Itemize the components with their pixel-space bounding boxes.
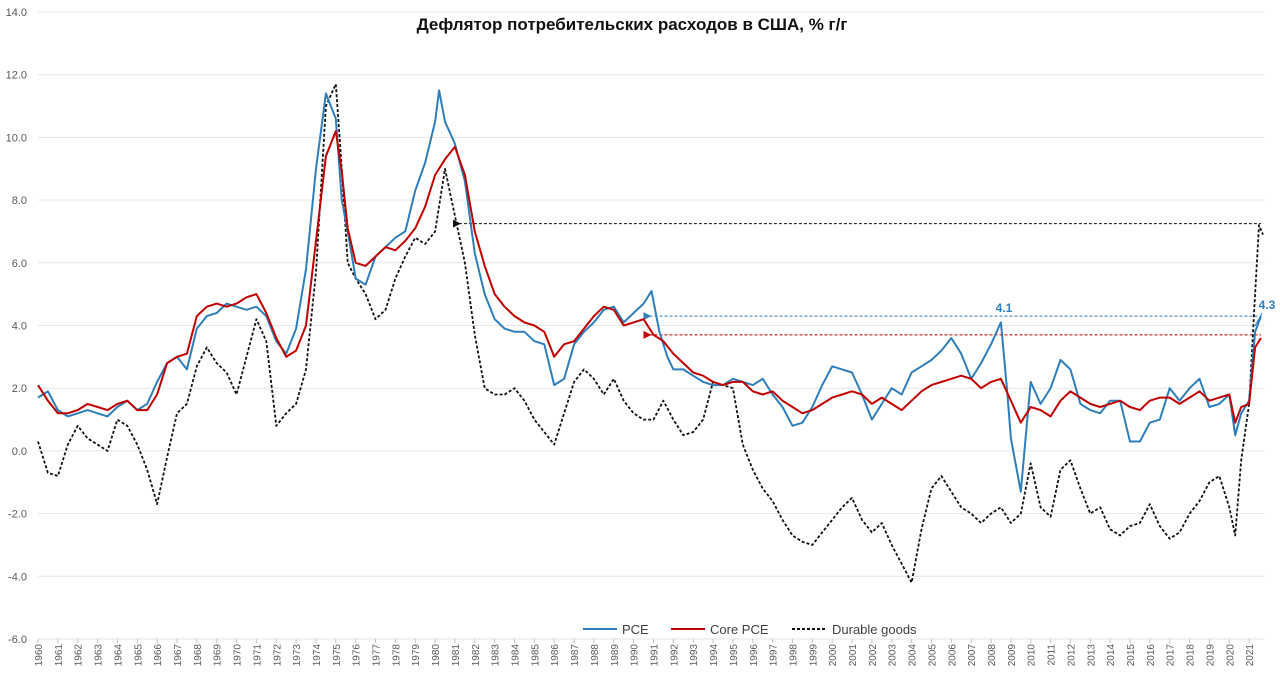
x-tick-label-39: 1999 xyxy=(808,644,819,667)
x-tick-label-17: 1977 xyxy=(372,644,383,667)
y-tick-label-6: 2.0 xyxy=(12,383,27,395)
x-tick-label-22: 1982 xyxy=(471,644,482,667)
x-tick-label-15: 1975 xyxy=(332,644,343,667)
y-tick-label-0: 14.0 xyxy=(6,7,27,19)
x-tick-label-26: 1986 xyxy=(550,644,561,667)
legend-label-core-pce: Core PCE xyxy=(710,622,769,637)
y-tick-label-7: 0.0 xyxy=(12,446,27,458)
x-tick-label-40: 2000 xyxy=(828,644,839,667)
y-tick-label-2: 10.0 xyxy=(6,132,27,144)
x-tick-label-21: 1981 xyxy=(451,644,462,667)
x-tick-label-31: 1991 xyxy=(649,644,660,667)
x-tick-label-41: 2001 xyxy=(848,644,859,667)
x-tick-label-57: 2017 xyxy=(1166,644,1177,667)
x-tick-label-45: 2005 xyxy=(927,644,938,667)
x-tick-label-11: 1971 xyxy=(252,644,263,667)
grid xyxy=(38,11,1265,640)
x-tick-label-42: 2002 xyxy=(868,644,879,667)
x-tick-label-58: 2018 xyxy=(1186,644,1197,667)
x-tick-label-43: 2003 xyxy=(888,644,899,667)
x-tick-label-51: 2011 xyxy=(1047,644,1058,666)
y-tick-label-9: -4.0 xyxy=(8,571,27,583)
chart-title: Дефлятор потребительских расходов в США,… xyxy=(417,15,848,34)
x-tick-label-4: 1964 xyxy=(113,644,124,667)
y-tick-label-5: 4.0 xyxy=(12,321,27,333)
x-tick-label-20: 1980 xyxy=(431,644,442,667)
x-tick-label-46: 2006 xyxy=(947,644,958,667)
x-tick-label-34: 1994 xyxy=(709,644,720,667)
x-tick-label-48: 2008 xyxy=(987,644,998,667)
x-axis-ticks: 1960 1961 1962 1963 1964 1965 1966 1967 1968 1969… xyxy=(34,639,1256,666)
x-tick-label-19: 1979 xyxy=(411,644,422,667)
x-tick-label-52: 2012 xyxy=(1066,644,1077,667)
x-tick-label-3: 1963 xyxy=(94,644,105,667)
x-tick-label-2: 1962 xyxy=(74,644,85,667)
reference-lines xyxy=(452,219,1262,339)
x-tick-label-33: 1993 xyxy=(689,644,700,667)
y-axis-ticks: 14.0 12.0 10.0 8.0 6.0 4.0 2.0 0.0 -2.0 -4.0 -6.0 xyxy=(6,7,27,646)
legend: PCE Core PCE Durable goods xyxy=(583,622,917,637)
series-line-durable-goods xyxy=(37,83,1264,584)
x-tick-label-7: 1967 xyxy=(173,644,184,667)
x-tick-label-60: 2020 xyxy=(1225,644,1236,667)
x-tick-label-49: 2009 xyxy=(1007,644,1018,667)
x-tick-label-25: 1985 xyxy=(530,644,541,667)
y-tick-label-3: 8.0 xyxy=(12,195,27,207)
x-tick-label-47: 2007 xyxy=(967,644,978,667)
x-tick-label-13: 1973 xyxy=(292,644,303,667)
x-tick-label-0: 1960 xyxy=(34,644,45,667)
x-tick-label-36: 1996 xyxy=(749,644,760,667)
x-tick-label-16: 1976 xyxy=(352,644,363,667)
x-tick-label-37: 1997 xyxy=(769,644,780,667)
x-tick-label-29: 1989 xyxy=(610,644,621,667)
x-tick-label-44: 2004 xyxy=(908,644,919,667)
y-tick-label-4: 6.0 xyxy=(12,258,27,270)
x-tick-label-32: 1992 xyxy=(669,644,680,667)
x-tick-label-12: 1972 xyxy=(272,644,283,667)
x-tick-label-30: 1990 xyxy=(630,644,641,667)
annotation-pce-peak: 4.1 xyxy=(996,301,1013,315)
y-tick-label-8: -2.0 xyxy=(8,509,27,521)
x-tick-label-56: 2016 xyxy=(1146,644,1157,667)
y-tick-label-1: 12.0 xyxy=(6,70,27,82)
x-tick-label-54: 2014 xyxy=(1106,644,1117,667)
x-tick-label-5: 1965 xyxy=(133,644,144,667)
x-tick-label-14: 1974 xyxy=(312,644,323,667)
x-tick-label-59: 2019 xyxy=(1205,644,1216,667)
x-tick-label-28: 1988 xyxy=(590,644,601,667)
x-tick-label-1: 1961 xyxy=(54,644,65,667)
series-lines xyxy=(37,83,1264,584)
x-tick-label-6: 1966 xyxy=(153,644,164,667)
x-tick-label-10: 1970 xyxy=(233,644,244,667)
x-tick-label-50: 2010 xyxy=(1027,644,1038,667)
x-tick-label-24: 1984 xyxy=(511,644,522,667)
legend-label-durable-goods: Durable goods xyxy=(832,622,917,637)
x-tick-label-61: 2021 xyxy=(1245,644,1256,667)
x-tick-label-38: 1998 xyxy=(788,644,799,667)
x-tick-label-9: 1969 xyxy=(213,644,224,667)
annotation-leader xyxy=(1254,312,1263,327)
annotation-pce-latest: 4.3 xyxy=(1259,298,1276,312)
x-tick-label-55: 2015 xyxy=(1126,644,1137,667)
x-tick-label-35: 1995 xyxy=(729,644,740,667)
x-tick-label-18: 1978 xyxy=(391,644,402,667)
series-line-pce xyxy=(37,89,1262,493)
x-tick-label-8: 1968 xyxy=(193,644,204,667)
x-tick-label-53: 2013 xyxy=(1086,644,1097,667)
y-tick-label-10: -6.0 xyxy=(8,634,27,646)
legend-label-pce: PCE xyxy=(622,622,649,637)
x-tick-label-27: 1987 xyxy=(570,644,581,667)
x-tick-label-23: 1983 xyxy=(491,644,502,667)
series-line-core-pce xyxy=(37,130,1262,424)
